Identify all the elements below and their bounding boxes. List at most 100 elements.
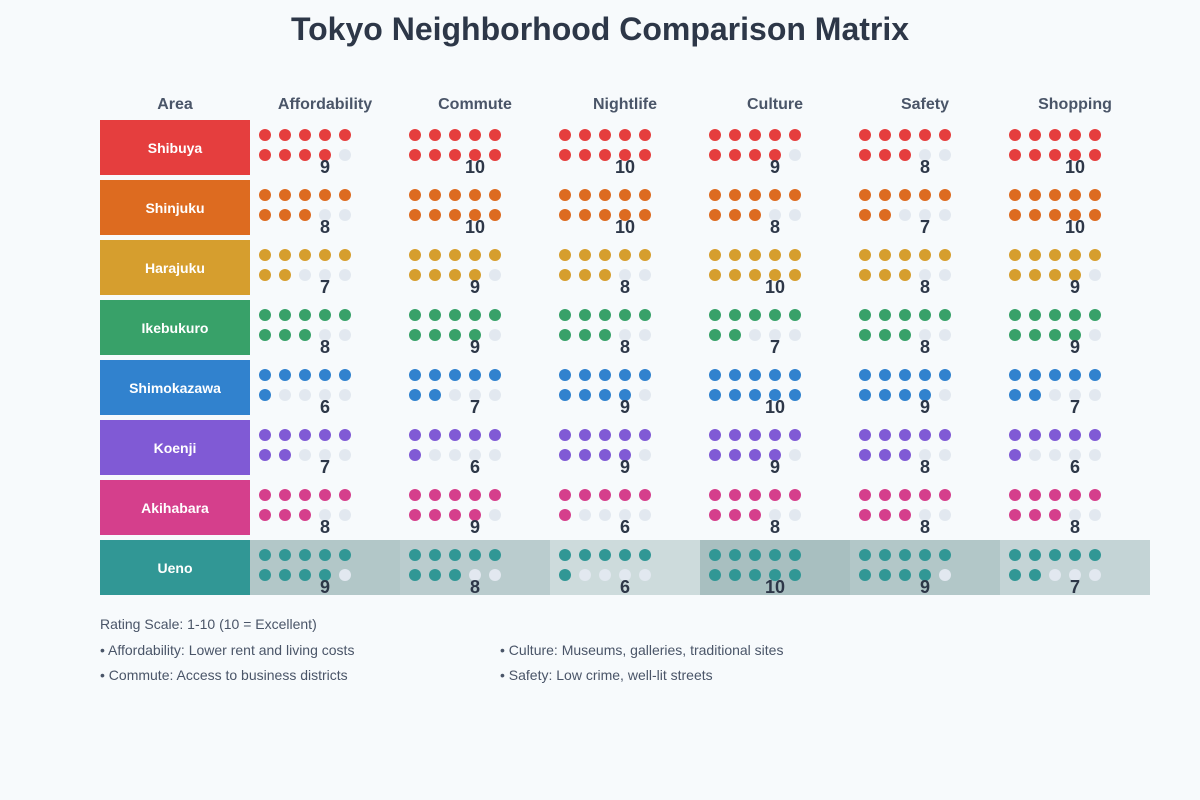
- score-value: 9: [919, 397, 930, 417]
- filled-dot-icon: [1029, 249, 1041, 261]
- filled-dot-icon: [449, 489, 461, 501]
- empty-dot-icon: [1089, 569, 1101, 581]
- score-value: 10: [764, 577, 786, 597]
- score-value: 8: [619, 337, 630, 357]
- empty-dot-icon: [339, 569, 351, 581]
- empty-dot-icon: [599, 509, 611, 521]
- filled-dot-icon: [709, 369, 721, 381]
- filled-dot-icon: [1009, 509, 1021, 521]
- filled-dot-icon: [599, 249, 611, 261]
- empty-dot-icon: [939, 149, 951, 161]
- filled-dot-icon: [709, 329, 721, 341]
- filled-dot-icon: [859, 249, 871, 261]
- empty-dot-icon: [579, 569, 591, 581]
- filled-dot-icon: [789, 429, 801, 441]
- filled-dot-icon: [599, 549, 611, 561]
- score-value: 9: [619, 397, 630, 417]
- filled-dot-icon: [919, 369, 931, 381]
- filled-dot-icon: [919, 429, 931, 441]
- filled-dot-icon: [429, 269, 441, 281]
- filled-dot-icon: [1029, 189, 1041, 201]
- score-cell-commute: 9: [400, 240, 550, 297]
- empty-dot-icon: [919, 209, 931, 221]
- empty-dot-icon: [319, 269, 331, 281]
- empty-dot-icon: [1069, 569, 1081, 581]
- score-value: 9: [469, 517, 480, 537]
- filled-dot-icon: [769, 309, 781, 321]
- filled-dot-icon: [859, 269, 871, 281]
- filled-dot-icon: [259, 189, 271, 201]
- filled-dot-icon: [749, 489, 761, 501]
- filled-dot-icon: [489, 209, 501, 221]
- filled-dot-icon: [859, 449, 871, 461]
- empty-dot-icon: [939, 329, 951, 341]
- empty-dot-icon: [749, 329, 761, 341]
- filled-dot-icon: [1069, 269, 1081, 281]
- filled-dot-icon: [579, 189, 591, 201]
- score-cell-shopping: 10: [1000, 120, 1150, 177]
- filled-dot-icon: [709, 129, 721, 141]
- filled-dot-icon: [1009, 569, 1021, 581]
- filled-dot-icon: [319, 129, 331, 141]
- filled-dot-icon: [429, 569, 441, 581]
- area-label: Shibuya: [100, 120, 250, 175]
- filled-dot-icon: [409, 389, 421, 401]
- score-cell-affordability: 6: [250, 360, 400, 417]
- filled-dot-icon: [559, 569, 571, 581]
- empty-dot-icon: [489, 569, 501, 581]
- filled-dot-icon: [789, 189, 801, 201]
- filled-dot-icon: [1089, 129, 1101, 141]
- filled-dot-icon: [299, 329, 311, 341]
- area-label: Shimokazawa: [100, 360, 250, 415]
- filled-dot-icon: [259, 309, 271, 321]
- filled-dot-icon: [859, 569, 871, 581]
- score-value: 9: [469, 337, 480, 357]
- area-label: Ueno: [100, 540, 250, 595]
- table-row: Shimokazawa 6 7 9 10 9 7: [100, 360, 1150, 417]
- filled-dot-icon: [789, 569, 801, 581]
- filled-dot-icon: [1069, 549, 1081, 561]
- empty-dot-icon: [1029, 449, 1041, 461]
- filled-dot-icon: [769, 269, 781, 281]
- filled-dot-icon: [729, 249, 741, 261]
- empty-dot-icon: [639, 389, 651, 401]
- filled-dot-icon: [489, 369, 501, 381]
- score-value: 6: [1069, 457, 1080, 477]
- score-cell-commute: 7: [400, 360, 550, 417]
- score-value: 6: [619, 577, 630, 597]
- filled-dot-icon: [939, 309, 951, 321]
- filled-dot-icon: [1049, 149, 1061, 161]
- filled-dot-icon: [259, 329, 271, 341]
- filled-dot-icon: [299, 429, 311, 441]
- filled-dot-icon: [769, 429, 781, 441]
- filled-dot-icon: [259, 129, 271, 141]
- empty-dot-icon: [939, 569, 951, 581]
- filled-dot-icon: [319, 429, 331, 441]
- score-value: 10: [464, 217, 486, 237]
- filled-dot-icon: [469, 509, 481, 521]
- score-cell-commute: 6: [400, 420, 550, 477]
- filled-dot-icon: [619, 209, 631, 221]
- filled-dot-icon: [919, 249, 931, 261]
- filled-dot-icon: [319, 489, 331, 501]
- filled-dot-icon: [749, 449, 761, 461]
- area-label: Ikebukuro: [100, 300, 250, 355]
- score-value: 7: [919, 217, 930, 237]
- score-cell-shopping: 7: [1000, 360, 1150, 417]
- filled-dot-icon: [939, 189, 951, 201]
- filled-dot-icon: [1049, 489, 1061, 501]
- filled-dot-icon: [639, 429, 651, 441]
- filled-dot-icon: [619, 429, 631, 441]
- empty-dot-icon: [939, 449, 951, 461]
- score-cell-affordability: 7: [250, 240, 400, 297]
- filled-dot-icon: [299, 569, 311, 581]
- filled-dot-icon: [1009, 189, 1021, 201]
- empty-dot-icon: [619, 269, 631, 281]
- filled-dot-icon: [639, 129, 651, 141]
- score-cell-safety: 8: [850, 480, 1000, 537]
- filled-dot-icon: [449, 309, 461, 321]
- filled-dot-icon: [939, 549, 951, 561]
- filled-dot-icon: [939, 429, 951, 441]
- filled-dot-icon: [449, 189, 461, 201]
- filled-dot-icon: [789, 309, 801, 321]
